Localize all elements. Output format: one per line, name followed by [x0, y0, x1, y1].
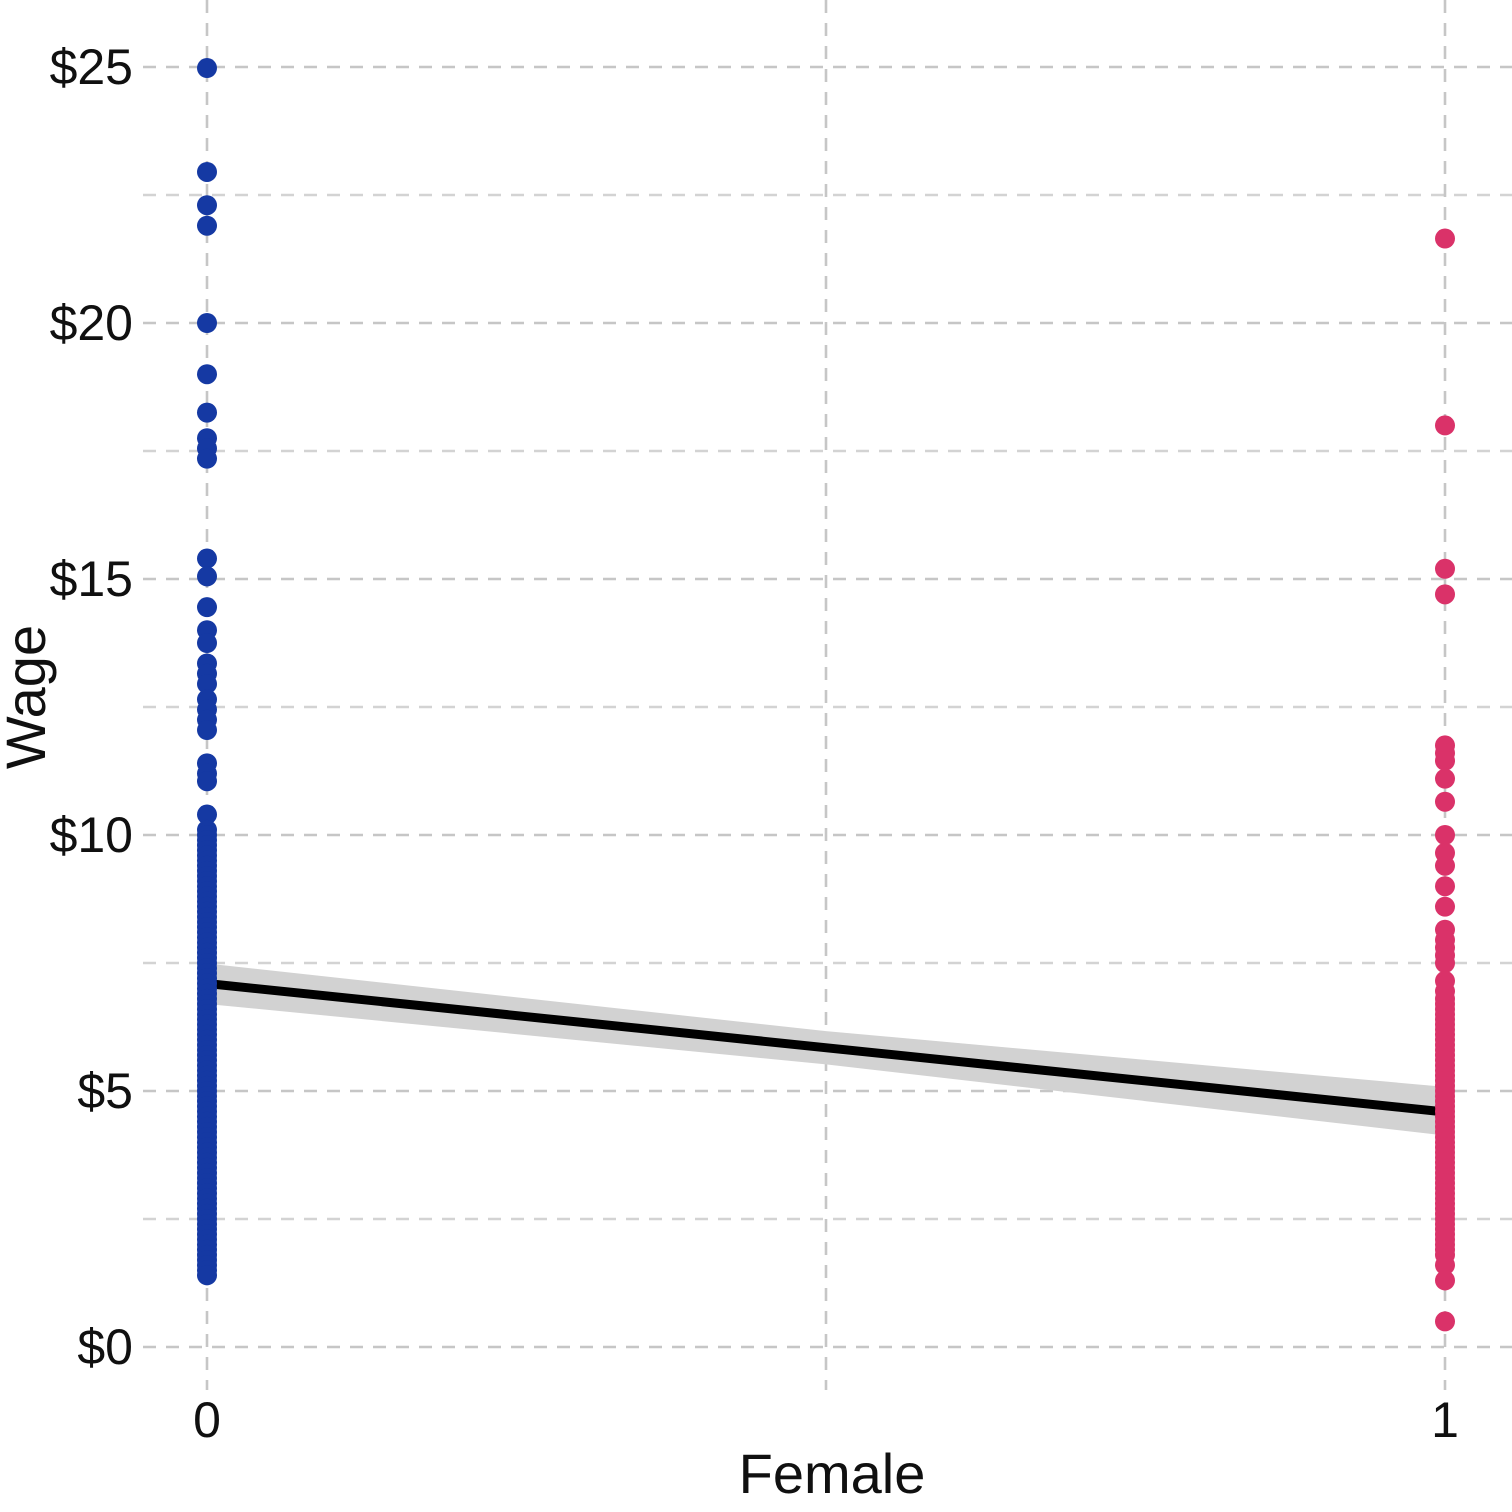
y-tick-labels-group: $0 $5 $10 $15 $20 $25	[50, 39, 133, 1375]
data-point-male	[197, 402, 217, 423]
data-point-female	[1435, 896, 1455, 917]
data-point-male	[197, 771, 217, 792]
series-male	[197, 58, 217, 1286]
data-point-male	[197, 58, 217, 79]
data-point-female	[1435, 953, 1455, 973]
data-point-female	[1435, 584, 1455, 605]
data-point-male	[197, 195, 217, 216]
vertical-gridlines-group	[205, 0, 1447, 1390]
data-point-male	[197, 313, 217, 333]
data-point-female	[1435, 791, 1455, 812]
data-point-female	[1435, 768, 1455, 789]
regression-line	[206, 979, 1446, 1117]
data-point-male	[197, 804, 217, 825]
data-point-female	[1435, 558, 1455, 579]
x-tick-label: 1	[1431, 1392, 1459, 1448]
y-tick-label: $5	[77, 1063, 133, 1119]
data-point-male	[197, 633, 217, 653]
data-point-female	[1435, 876, 1455, 897]
y-tick-label: $20	[50, 295, 133, 351]
data-point-male	[197, 597, 217, 618]
data-point-male	[197, 448, 217, 469]
data-point-female	[1435, 855, 1455, 876]
major-gridlines-group	[143, 65, 1512, 1349]
y-tick-label: $10	[50, 807, 133, 863]
y-tick-label: $15	[50, 551, 133, 607]
data-point-male	[197, 566, 217, 587]
data-point-female	[1435, 228, 1455, 249]
data-point-female	[1435, 825, 1455, 845]
data-point-female	[1435, 1311, 1455, 1332]
data-point-male	[197, 215, 217, 236]
data-point-male	[197, 161, 217, 182]
data-point-female	[1435, 415, 1455, 436]
series-female	[1435, 228, 1455, 1332]
data-point-male	[197, 364, 217, 385]
data-point-male	[197, 1265, 217, 1286]
data-point-female	[1435, 750, 1455, 771]
minor-gridlines-group	[143, 193, 1512, 1221]
data-point-male	[197, 548, 217, 569]
data-point-male	[197, 673, 217, 694]
data-point-male	[197, 720, 217, 741]
data-point-female	[1435, 1255, 1455, 1276]
y-axis-title: Wage	[0, 624, 57, 770]
y-tick-label: $25	[50, 39, 133, 95]
x-tick-label: 0	[193, 1392, 221, 1448]
y-tick-label: $0	[77, 1319, 133, 1375]
data-point-female	[1435, 1270, 1455, 1291]
x-axis-title: Female	[738, 1442, 926, 1505]
